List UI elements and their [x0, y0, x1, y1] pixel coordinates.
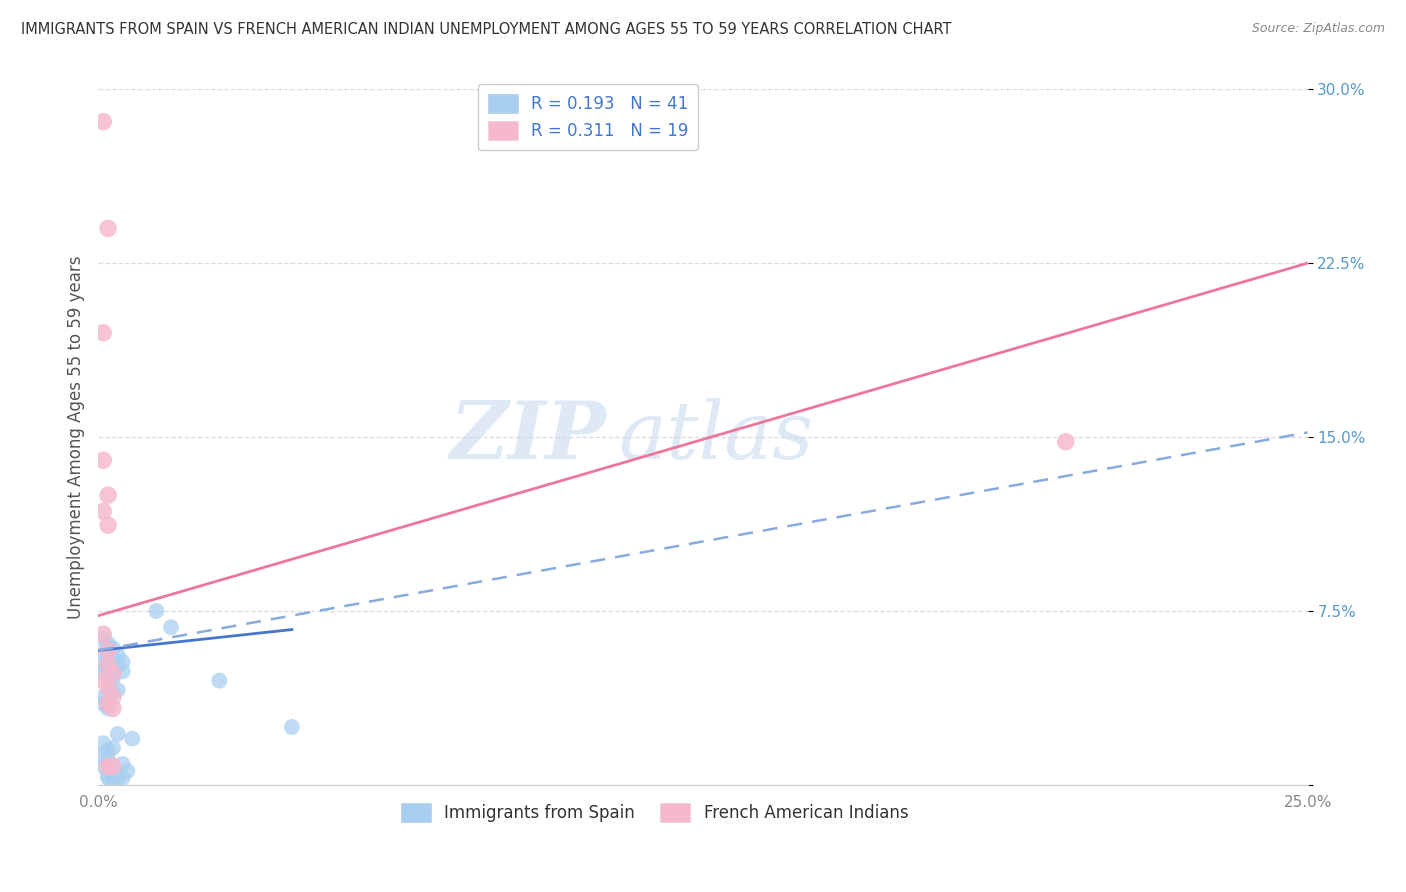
Point — [97, 769, 120, 783]
Y-axis label: Unemployment Among Ages 55 to 59 years: Unemployment Among Ages 55 to 59 years — [66, 255, 84, 619]
Point — [97, 636, 120, 650]
Point — [97, 518, 120, 533]
Point — [160, 620, 183, 634]
Point — [101, 771, 124, 785]
Point — [91, 627, 114, 641]
Point — [107, 682, 129, 697]
Point — [97, 694, 120, 708]
Point — [101, 641, 124, 656]
Point — [97, 657, 120, 672]
Point — [97, 488, 120, 502]
Point — [101, 666, 124, 681]
Point — [97, 643, 120, 657]
Point — [97, 662, 120, 676]
Point — [101, 759, 124, 773]
Point — [97, 701, 120, 715]
Legend: Immigrants from Spain, French American Indians: Immigrants from Spain, French American I… — [395, 797, 915, 829]
Point — [111, 771, 134, 785]
Point — [97, 771, 120, 785]
Point — [107, 648, 129, 662]
Point — [208, 673, 231, 688]
Point — [101, 685, 124, 699]
Point — [91, 504, 114, 518]
Text: atlas: atlas — [619, 399, 814, 475]
Point — [91, 646, 114, 660]
Point — [101, 690, 124, 704]
Point — [91, 114, 114, 128]
Point — [281, 720, 304, 734]
Point — [91, 736, 114, 750]
Point — [91, 673, 114, 688]
Point — [97, 655, 120, 669]
Point — [107, 659, 129, 673]
Point — [97, 743, 120, 757]
Point — [97, 221, 120, 235]
Text: IMMIGRANTS FROM SPAIN VS FRENCH AMERICAN INDIAN UNEMPLOYMENT AMONG AGES 55 TO 59: IMMIGRANTS FROM SPAIN VS FRENCH AMERICAN… — [21, 22, 952, 37]
Point — [91, 690, 114, 704]
Point — [91, 666, 114, 681]
Point — [101, 665, 124, 679]
Point — [91, 697, 114, 711]
Point — [97, 681, 120, 695]
Point — [101, 653, 124, 667]
Point — [91, 632, 114, 646]
Point — [97, 648, 120, 662]
Point — [107, 727, 129, 741]
Point — [101, 740, 124, 755]
Point — [111, 655, 134, 669]
Point — [121, 731, 143, 746]
Point — [101, 701, 124, 715]
Text: Source: ZipAtlas.com: Source: ZipAtlas.com — [1251, 22, 1385, 36]
Point — [117, 764, 139, 778]
Point — [91, 747, 114, 762]
Point — [97, 759, 120, 773]
Point — [97, 752, 120, 766]
Point — [101, 671, 124, 685]
Point — [111, 757, 134, 772]
Point — [91, 657, 114, 672]
Point — [91, 453, 114, 467]
Text: ZIP: ZIP — [450, 399, 606, 475]
Point — [111, 665, 134, 679]
Point — [91, 326, 114, 340]
Point — [97, 697, 120, 711]
Point — [1054, 434, 1077, 449]
Point — [107, 771, 129, 785]
Point — [145, 604, 167, 618]
Point — [91, 759, 114, 773]
